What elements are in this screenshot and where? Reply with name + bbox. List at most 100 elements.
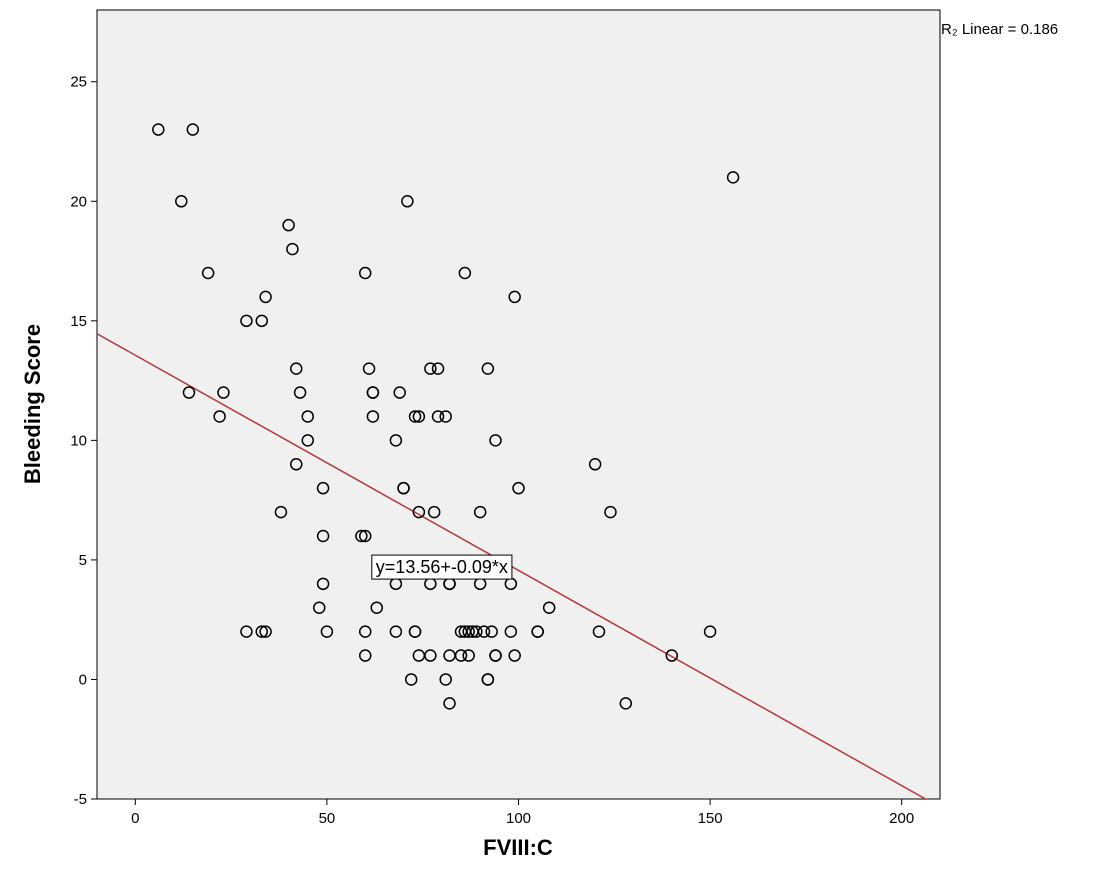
data-point	[290, 362, 303, 375]
y-tick-label: 10	[70, 432, 87, 449]
data-point	[182, 386, 196, 399]
data-point	[259, 290, 272, 304]
data-point	[512, 481, 525, 495]
data-point	[358, 529, 372, 543]
data-point	[397, 481, 410, 495]
y-tick-label: 0	[79, 671, 87, 688]
data-point	[408, 410, 422, 423]
data-point	[424, 649, 437, 662]
data-point	[412, 505, 426, 519]
data-point	[240, 314, 253, 328]
x-tick-label: 100	[506, 810, 531, 827]
fit-equation-border	[371, 554, 513, 580]
data-point	[508, 649, 521, 662]
data-point	[462, 625, 475, 638]
data-point	[358, 266, 372, 280]
data-point	[404, 673, 418, 686]
data-point	[152, 123, 165, 136]
data-point	[508, 290, 521, 304]
data-point	[665, 649, 679, 662]
data-point	[201, 266, 215, 280]
regression-line	[97, 333, 928, 799]
data-point	[389, 434, 403, 447]
data-point	[286, 242, 299, 256]
data-point	[301, 410, 314, 423]
data-point	[431, 362, 445, 375]
x-axis-title: FVIII:C	[483, 835, 553, 860]
r-squared-label: R₂ Linear = 0.186	[941, 21, 1058, 38]
data-point	[489, 649, 502, 662]
plot-area-background	[96, 9, 941, 800]
data-point	[604, 505, 617, 519]
data-point	[355, 529, 368, 543]
data-point	[366, 410, 380, 423]
data-point	[301, 434, 314, 447]
data-point	[481, 362, 495, 375]
data-point	[454, 649, 468, 662]
y-tick-label: 5	[79, 552, 87, 569]
data-point	[217, 386, 230, 399]
fit-line-group	[97, 333, 928, 799]
data-point	[186, 123, 200, 136]
data-point	[477, 625, 491, 638]
data-point	[316, 481, 330, 495]
data-point	[312, 601, 326, 614]
data-point	[439, 673, 452, 686]
data-point	[240, 625, 253, 638]
data-point	[588, 458, 602, 471]
data-point	[473, 505, 487, 519]
data-point	[401, 195, 414, 208]
y-tick-label: 15	[70, 313, 87, 330]
data-point	[366, 386, 380, 399]
fit-equation-box: y=13.56+-0.09*x	[371, 554, 513, 580]
data-point	[290, 458, 303, 471]
data-point	[316, 577, 330, 591]
data-point	[412, 410, 426, 423]
data-point	[489, 434, 502, 447]
data-point	[439, 410, 452, 423]
data-point	[255, 625, 269, 638]
x-tick-label: 200	[889, 810, 914, 827]
y-axis: -5 0 5 10 15 20 25	[70, 74, 97, 808]
data-point	[542, 601, 556, 614]
data-point	[274, 505, 288, 519]
data-point	[443, 697, 456, 710]
data-point	[726, 171, 740, 184]
data-points	[152, 123, 740, 710]
data-point	[316, 529, 330, 543]
data-point	[485, 625, 498, 638]
x-axis: 0 50 100 150 200	[131, 799, 914, 827]
data-point	[370, 601, 383, 614]
data-point	[293, 386, 307, 399]
data-point	[213, 410, 226, 423]
x-tick-label: 150	[698, 810, 723, 827]
data-point	[320, 625, 334, 638]
data-point	[362, 362, 376, 375]
data-point	[531, 625, 544, 638]
data-point	[255, 314, 269, 328]
data-point	[619, 697, 633, 710]
data-point	[462, 649, 475, 662]
data-point	[431, 410, 445, 423]
y-tick-label: 25	[70, 74, 87, 91]
y-axis-title: Bleeding Score	[20, 324, 45, 484]
data-point	[458, 266, 472, 280]
data-point	[470, 625, 483, 638]
data-point	[703, 625, 717, 638]
data-point	[282, 218, 295, 232]
data-point	[481, 673, 495, 686]
fit-equation-label: y=13.56+-0.09*x	[376, 557, 508, 577]
data-point	[592, 625, 606, 638]
data-point	[259, 625, 272, 638]
data-point	[358, 625, 372, 638]
x-tick-label: 50	[319, 810, 336, 827]
y-tick-label: -5	[74, 791, 87, 808]
x-tick-label: 0	[131, 810, 139, 827]
data-point	[427, 505, 441, 519]
data-point	[424, 362, 437, 375]
data-point	[389, 625, 403, 638]
data-point	[393, 386, 406, 399]
data-point	[504, 625, 518, 638]
y-tick-label: 20	[70, 193, 87, 210]
